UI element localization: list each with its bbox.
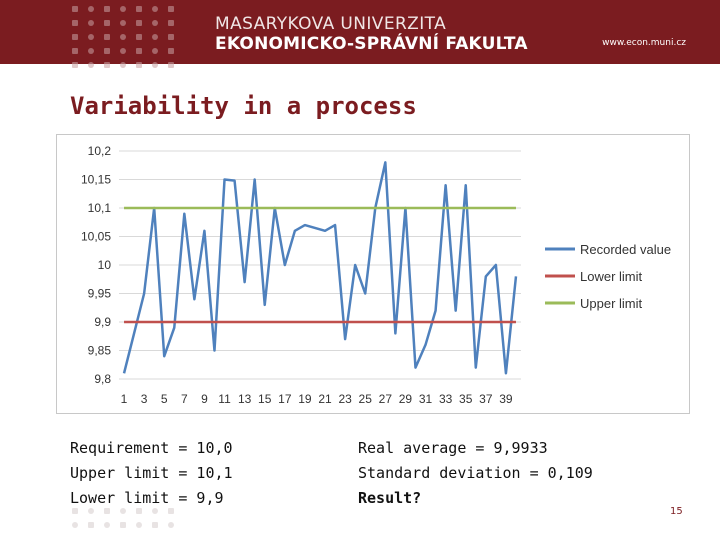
legend-entry: Upper limit — [580, 296, 643, 311]
series-line-recorded-value — [122, 161, 518, 375]
result-question: Result? — [358, 489, 422, 507]
y-tick-label: 10,2 — [88, 144, 112, 158]
lower-limit-line: Lower limit = 9,9 — [70, 489, 224, 507]
university-name: MASARYKOVA UNIVERZITA — [215, 14, 447, 34]
y-tick-label: 10,1 — [88, 201, 112, 215]
x-tick-label: 27 — [379, 392, 393, 406]
x-tick-label: 29 — [399, 392, 413, 406]
upper-limit-line: Upper limit = 10,1 — [70, 464, 233, 482]
x-tick-label: 5 — [161, 392, 168, 406]
x-tick-label: 19 — [298, 392, 312, 406]
x-tick-label: 35 — [459, 392, 473, 406]
x-tick-label: 3 — [141, 392, 148, 406]
faculty-name: EKONOMICKO-SPRÁVNÍ FAKULTA — [215, 34, 528, 54]
requirements-text: Requirement = 10,0 Upper limit = 10,1 Lo… — [70, 436, 233, 511]
website-url: www.econ.muni.cz — [602, 38, 686, 48]
x-tick-label: 31 — [419, 392, 433, 406]
header-bar: MASARYKOVA UNIVERZITA EKONOMICKO-SPRÁVNÍ… — [0, 0, 720, 68]
std-deviation-line: Standard deviation = 0,109 — [358, 464, 593, 482]
y-tick-label: 9,9 — [94, 315, 111, 329]
x-tick-label: 39 — [499, 392, 513, 406]
y-tick-label: 9,8 — [94, 372, 111, 386]
y-tick-label: 10,05 — [81, 230, 111, 244]
x-tick-label: 17 — [278, 392, 292, 406]
x-tick-label: 13 — [238, 392, 252, 406]
footer-pattern-icon — [72, 508, 174, 528]
y-tick-label: 10 — [98, 258, 112, 272]
requirement-line: Requirement = 10,0 — [70, 439, 233, 457]
real-average-line: Real average = 9,9933 — [358, 439, 548, 457]
slide-title: Variability in a process — [70, 92, 417, 120]
legend-entry: Lower limit — [580, 269, 643, 284]
logo-pattern-icon — [72, 6, 174, 68]
x-tick-label: 25 — [359, 392, 373, 406]
legend-entry: Recorded value — [580, 242, 671, 257]
page-number: 15 — [670, 506, 683, 517]
x-tick-label: 23 — [338, 392, 352, 406]
x-tick-label: 11 — [218, 392, 231, 406]
y-tick-label: 9,85 — [88, 344, 112, 358]
results-text: Real average = 9,9933 Standard deviation… — [358, 436, 593, 511]
chart-container: 10,2 10,15 10,1 10,05 10 9,95 9,9 9,85 9,8 1 3 5 7 9 1… — [56, 134, 690, 414]
x-tick-label: 7 — [181, 392, 188, 406]
y-tick-label: 9,95 — [88, 287, 112, 301]
x-tick-label: 21 — [318, 392, 332, 406]
x-tick-label: 9 — [201, 392, 208, 406]
x-tick-label: 37 — [479, 392, 493, 406]
y-tick-label: 10,15 — [81, 173, 111, 187]
x-tick-label: 1 — [121, 392, 128, 406]
x-tick-label: 15 — [258, 392, 272, 406]
x-tick-label: 33 — [439, 392, 453, 406]
